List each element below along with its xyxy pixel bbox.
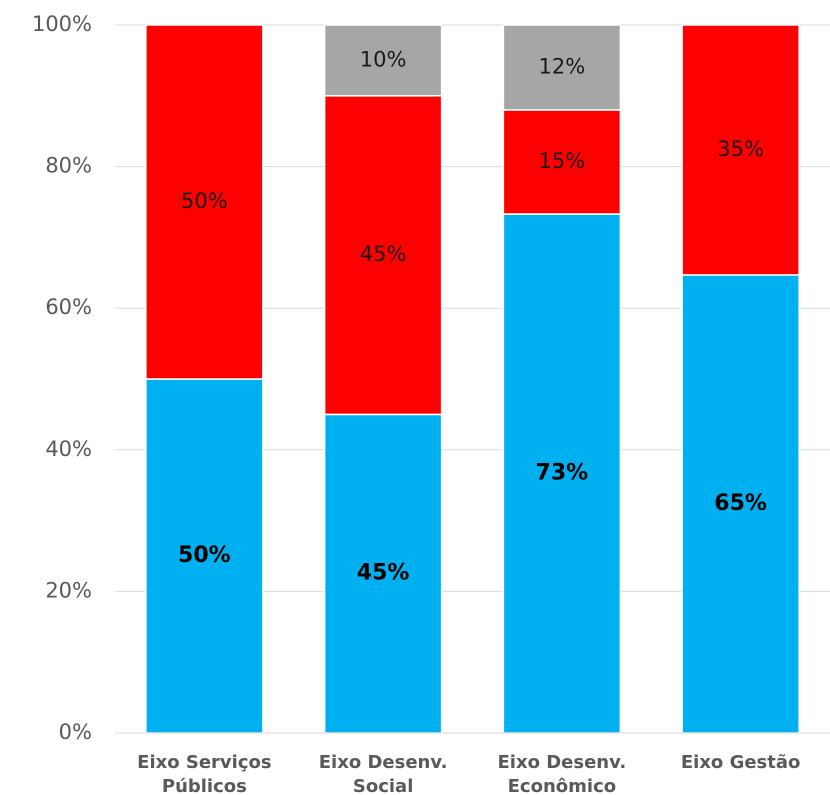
y-tick-label: 40% [45,437,92,461]
bar-segment [502,213,622,734]
data-label: 73% [536,461,589,486]
x-tick-label: Eixo Desenv. [498,752,627,773]
data-label: 65% [714,491,767,516]
data-label: 45% [357,561,410,586]
x-tick-label: Eixo Desenv. [319,752,448,773]
x-tick-label: Econômico [508,776,616,795]
x-tick-label: Social [353,776,414,795]
bar-segment [323,24,443,97]
data-label: 35% [717,137,764,161]
bar-segment [145,24,264,380]
data-label: 10% [360,47,407,71]
bar-segment [502,109,622,215]
x-tick-label: Públicos [162,776,247,795]
y-tick-label: 60% [45,295,92,319]
x-tick-label: Eixo Serviços [137,752,271,773]
data-label: 50% [181,189,228,213]
y-tick-label: 0% [59,720,92,744]
data-label: 15% [539,149,586,173]
y-tick-label: 100% [32,12,92,36]
data-label: 45% [360,242,407,266]
y-tick-label: 20% [45,578,92,602]
x-tick-label: Eixo Gestão [681,752,801,773]
data-label: 12% [539,54,586,78]
bar-segment [502,24,622,111]
y-tick-label: 80% [45,154,92,178]
bar-segment [681,24,800,276]
data-label: 50% [178,543,231,568]
bar-segment [323,413,443,734]
